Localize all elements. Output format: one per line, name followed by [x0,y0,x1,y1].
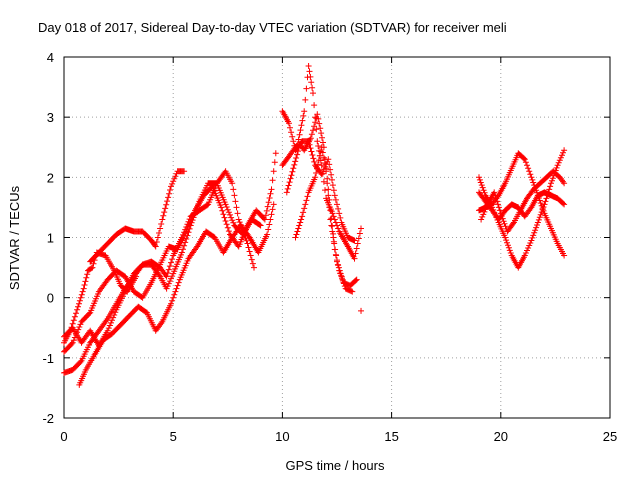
series-points [61,168,257,376]
x-tick-label: 20 [494,429,508,444]
data-marks [61,63,568,388]
x-tick-label: 15 [384,429,398,444]
y-tick-label: 1 [47,231,54,246]
y-axis-label: SDTVAR / TECUs [7,185,22,290]
series-t6 [61,249,140,346]
series-t3 [61,168,257,376]
plot-frame [63,56,611,419]
y-tick-label: 3 [47,110,54,125]
y-tick-label: 2 [47,170,54,185]
x-tick-label: 25 [603,429,617,444]
x-axis-label: GPS time / hours [286,458,385,473]
series-t2 [61,150,279,355]
series-t14 [478,168,568,235]
series-t9 [283,111,360,289]
grid [64,57,610,418]
series-points [279,63,364,262]
y-tick-label: -2 [42,411,54,426]
outlier-point [358,307,365,314]
series-t10 [292,144,356,295]
series-points [283,111,360,289]
x-tick-label: 10 [275,429,289,444]
series-points [61,150,279,355]
series-points [478,168,568,235]
series-points [76,201,277,388]
chart-title: Day 018 of 2017, Sidereal Day-to-day VTE… [38,20,507,35]
series-points [61,249,140,346]
y-tick-label: -1 [42,351,54,366]
series-t7 [279,63,364,262]
y-tick-label: 4 [47,50,54,65]
x-tick-label: 5 [170,429,177,444]
tick-labels: 0 5 10 15 20 25 -2 -1 0 1 2 3 4 [42,50,617,444]
x-tick-label: 0 [60,429,67,444]
series-t4 [76,201,277,388]
y-tick-label: 0 [47,291,54,306]
series-points [292,144,356,295]
